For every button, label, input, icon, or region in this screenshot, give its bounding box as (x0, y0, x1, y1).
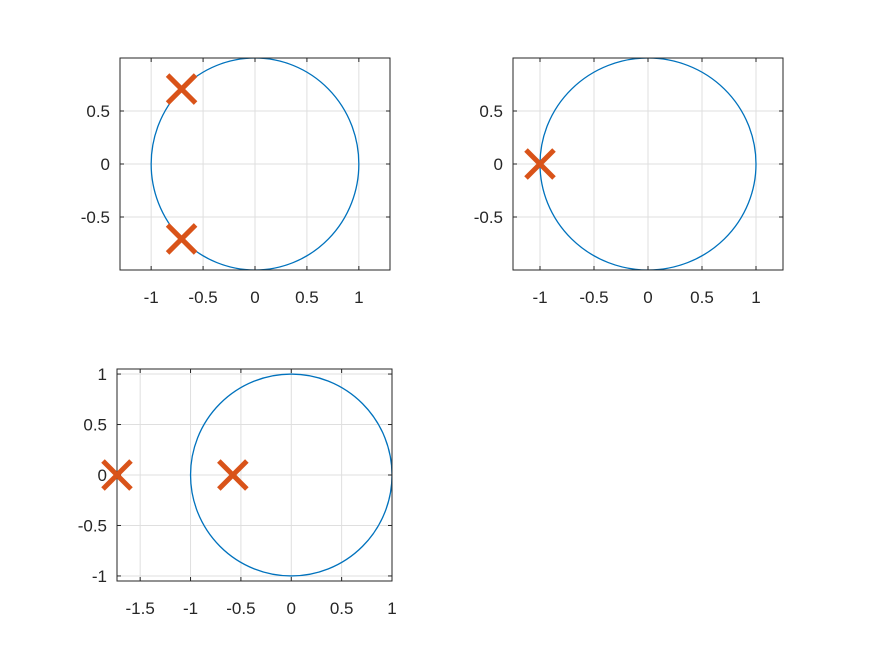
x-tick-label: 1 (751, 288, 760, 307)
pole-marker (524, 148, 556, 180)
x-tick-label: 1 (387, 599, 396, 618)
pole-marker (165, 223, 198, 255)
y-tick-label: 1 (98, 365, 107, 384)
plot-area (150, 58, 360, 270)
y-tick-label: -0.5 (81, 208, 110, 227)
x-tick-label: -0.5 (579, 288, 608, 307)
pole-marker (165, 73, 198, 105)
x-tick-label: -0.5 (188, 288, 217, 307)
x-tick-label: 0 (250, 288, 259, 307)
y-tick-label: 0.5 (86, 102, 110, 121)
subplot-3: -1.5 -1 -0.5 0 0.5 1 -1 -0.5 0 0.5 1 (78, 365, 397, 618)
x-tick-label: 0.5 (295, 288, 319, 307)
x-tick-label: -0.5 (226, 599, 255, 618)
y-tick-label: 0.5 (83, 416, 107, 435)
pole-marker (101, 459, 133, 491)
x-tick-label: 0 (287, 599, 296, 618)
y-tick-label: 0 (101, 155, 110, 174)
x-tick-label: -1 (144, 288, 159, 307)
pole-marker (217, 459, 249, 491)
y-tick-label: 0 (98, 466, 107, 485)
subplot-2: -1 -0.5 0 0.5 1 -0.5 0 0.5 (474, 57, 784, 307)
unit-circle (150, 58, 360, 270)
x-tick-label: 0.5 (330, 599, 354, 618)
y-tick-label: -0.5 (474, 208, 503, 227)
x-tick-label: 0.5 (690, 288, 714, 307)
x-tick-label: 1 (354, 288, 363, 307)
x-tick-label: -1 (532, 288, 547, 307)
x-tick-label: 0 (643, 288, 652, 307)
x-tick-label: -1.5 (126, 599, 155, 618)
y-tick-label: -1 (92, 567, 107, 586)
x-tick-label: -1 (183, 599, 198, 618)
y-tick-label: -0.5 (78, 516, 107, 535)
subplot-1: -1 -0.5 0 0.5 1 -0.5 0 0.5 (81, 57, 391, 307)
y-tick-label: 0.5 (479, 102, 503, 121)
y-tick-label: 0 (494, 155, 503, 174)
